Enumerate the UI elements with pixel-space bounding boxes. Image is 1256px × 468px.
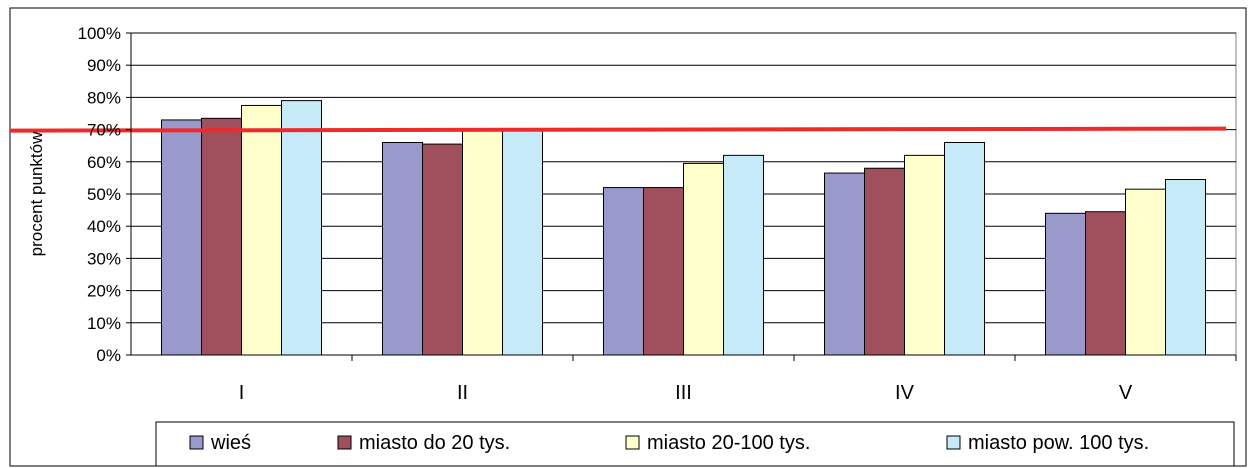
bar — [1085, 211, 1126, 356]
legend-swatch — [189, 435, 204, 450]
bar — [382, 141, 423, 356]
legend-swatch — [625, 435, 640, 450]
x-tick-label: I — [239, 382, 245, 404]
bar — [603, 187, 644, 356]
bar — [462, 129, 503, 356]
bar — [904, 154, 945, 356]
y-tick-label: 60% — [87, 153, 121, 172]
legend-label: miasto pow. 100 tys. — [968, 432, 1149, 454]
y-axis-label: procent punktów — [27, 131, 46, 256]
bar — [824, 172, 865, 356]
x-tick-label: IV — [895, 382, 915, 404]
bar — [1125, 188, 1166, 356]
y-tick-label: 90% — [87, 56, 121, 75]
bar — [723, 154, 764, 356]
legend: wieś miasto do 20 tys. miasto 20-100 tys. m… — [155, 421, 1235, 467]
y-tick-label: 0% — [96, 346, 121, 365]
y-tick-label: 40% — [87, 217, 121, 236]
bar — [161, 119, 202, 356]
bar — [422, 143, 463, 356]
legend-label: wieś — [210, 432, 251, 454]
x-tick-label: V — [1119, 382, 1133, 404]
bar — [502, 129, 543, 356]
bar — [241, 104, 282, 356]
bar — [643, 187, 684, 356]
y-tick-label: 30% — [87, 249, 121, 268]
y-tick-label: 50% — [87, 185, 121, 204]
bar — [944, 141, 985, 356]
bar — [683, 162, 724, 356]
reference-line-layer — [9, 126, 1227, 133]
y-tick-label: 100% — [78, 24, 121, 43]
y-tick-label: 70% — [87, 121, 121, 140]
reference-line — [9, 126, 1227, 133]
y-tick-label: 80% — [87, 88, 121, 107]
bar — [281, 100, 322, 356]
x-tick-label: III — [675, 382, 692, 404]
legend-frame — [155, 421, 1235, 467]
legend-label: miasto 20-100 tys. — [647, 432, 810, 454]
bar — [1045, 212, 1086, 356]
bar — [864, 167, 905, 356]
y-tick-labels: 0% 10% 20% 30% 40% 50% 60% 70% 80% 90% 100% — [78, 24, 121, 365]
y-tick-label: 20% — [87, 282, 121, 301]
axes — [126, 32, 1237, 361]
legend-swatch — [337, 435, 352, 450]
legend-swatch — [946, 435, 961, 450]
x-tick-labels: I II III IV V — [239, 382, 1133, 404]
bar — [1165, 179, 1206, 356]
x-tick-label: II — [457, 382, 468, 404]
y-tick-label: 10% — [87, 314, 121, 333]
legend-label: miasto do 20 tys. — [359, 432, 510, 454]
bar — [201, 117, 242, 356]
